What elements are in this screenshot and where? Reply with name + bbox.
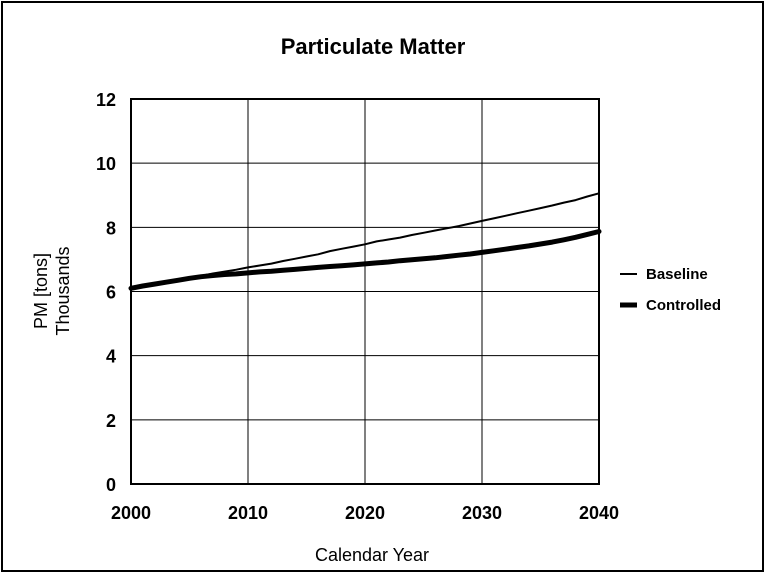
plot-area [130, 98, 600, 485]
x-tick-label: 2000 [111, 503, 151, 523]
x-tick-label: 2010 [228, 503, 268, 523]
y-tick-label: 0 [106, 475, 116, 495]
chart-title: Particulate Matter [281, 34, 466, 59]
legend: Baseline Controlled [620, 266, 721, 314]
y-tick-label: 4 [106, 347, 116, 367]
y-tick-label: 6 [106, 283, 116, 303]
y-tick-labels: 0 2 4 6 8 10 12 [96, 90, 116, 495]
x-tick-labels: 2000 2010 2020 2030 2040 [111, 503, 619, 523]
y-tick-label: 10 [96, 154, 116, 174]
series-line-controlled [128, 229, 602, 291]
y-tick-label: 12 [96, 90, 116, 110]
x-axis-label: Calendar Year [315, 545, 429, 565]
x-tick-label: 2020 [345, 503, 385, 523]
y-axis-label-line2: Thousands [53, 246, 73, 335]
y-tick-label: 8 [106, 218, 116, 238]
y-tick-label: 2 [106, 411, 116, 431]
x-tick-label: 2030 [462, 503, 502, 523]
series-lines [128, 192, 602, 291]
x-tick-label: 2040 [579, 503, 619, 523]
legend-label-baseline: Baseline [646, 266, 708, 283]
grid [130, 98, 600, 485]
y-axis-label-line1: PM [tons] [31, 253, 51, 329]
legend-label-controlled: Controlled [646, 297, 721, 314]
